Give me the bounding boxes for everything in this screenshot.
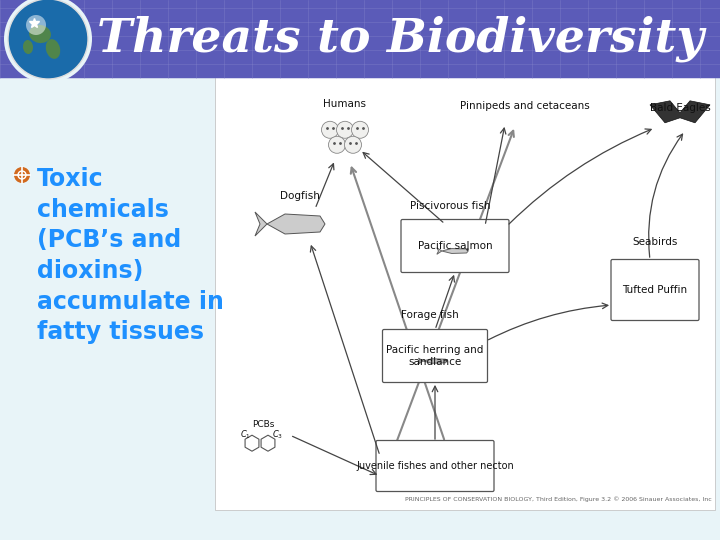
Circle shape xyxy=(344,136,361,153)
Text: Dogfish: Dogfish xyxy=(280,191,320,201)
FancyBboxPatch shape xyxy=(382,329,487,382)
Circle shape xyxy=(351,122,369,138)
Circle shape xyxy=(26,15,46,35)
Text: Threats to Biodiversity: Threats to Biodiversity xyxy=(96,16,703,62)
Polygon shape xyxy=(437,248,442,254)
Polygon shape xyxy=(267,214,325,234)
Ellipse shape xyxy=(46,39,60,59)
Text: Humans: Humans xyxy=(323,99,366,109)
Circle shape xyxy=(4,0,92,83)
FancyBboxPatch shape xyxy=(376,441,494,491)
Circle shape xyxy=(322,122,338,138)
Circle shape xyxy=(328,136,346,153)
Ellipse shape xyxy=(29,25,51,43)
Text: Bald Eagles: Bald Eagles xyxy=(649,103,711,113)
Text: Pacific herring and
sandlance: Pacific herring and sandlance xyxy=(387,345,484,367)
Circle shape xyxy=(336,122,354,138)
Text: Toxic
chemicals
(PCB’s and
dioxins)
accumulate in
fatty tissues: Toxic chemicals (PCB’s and dioxins) accu… xyxy=(37,167,224,345)
FancyBboxPatch shape xyxy=(401,219,509,273)
Bar xyxy=(215,70,715,510)
Text: Pacific salmon: Pacific salmon xyxy=(418,241,492,251)
Ellipse shape xyxy=(23,40,33,54)
Circle shape xyxy=(8,0,88,79)
Text: Tufted Puffin: Tufted Puffin xyxy=(622,285,688,295)
Text: Juvenile fishes and other necton: Juvenile fishes and other necton xyxy=(356,461,514,471)
Polygon shape xyxy=(418,358,423,364)
Text: $C_1$: $C_1$ xyxy=(240,428,251,441)
Text: $C_3$: $C_3$ xyxy=(272,428,283,441)
Text: PCBs: PCBs xyxy=(252,420,274,429)
Text: Piscivorous fish: Piscivorous fish xyxy=(410,201,490,211)
Polygon shape xyxy=(423,359,447,363)
Polygon shape xyxy=(442,248,468,253)
Text: Pinnipeds and cetaceans: Pinnipeds and cetaceans xyxy=(460,101,590,111)
Text: Forage fish: Forage fish xyxy=(401,310,459,320)
Polygon shape xyxy=(650,101,710,123)
Circle shape xyxy=(14,167,30,183)
Text: Seabirds: Seabirds xyxy=(632,237,678,247)
FancyBboxPatch shape xyxy=(611,260,699,321)
Text: PRINCIPLES OF CONSERVATION BIOLOGY, Third Edition, Figure 3.2 © 2006 Sinauer Ass: PRINCIPLES OF CONSERVATION BIOLOGY, Thir… xyxy=(405,496,712,502)
Bar xyxy=(0,0,720,78)
Polygon shape xyxy=(255,212,267,236)
